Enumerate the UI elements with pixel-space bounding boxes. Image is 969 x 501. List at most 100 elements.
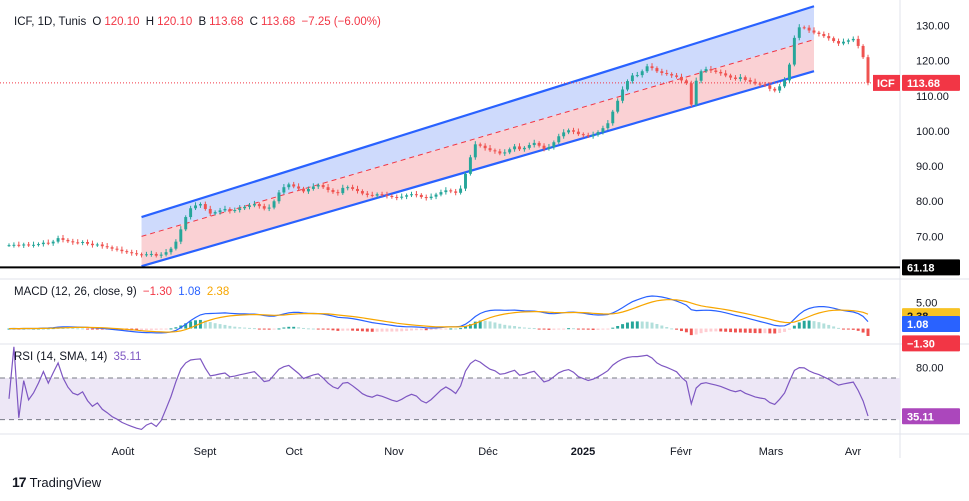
candle-body	[174, 241, 178, 249]
macd-histogram-bar	[326, 328, 330, 330]
candle-body	[719, 71, 723, 74]
macd-histogram-bar	[341, 328, 345, 331]
macd-histogram-bar	[670, 328, 674, 330]
candle-body	[380, 194, 384, 196]
macd-histogram-bar	[743, 328, 747, 333]
macd-histogram-bar	[449, 328, 453, 330]
candle-body	[449, 190, 453, 192]
macd-histogram-bar	[866, 328, 870, 336]
macd-histogram-bar	[724, 328, 728, 332]
macd-histogram-bar	[640, 321, 644, 329]
macd-histogram-bar	[753, 328, 757, 334]
macd-histogram-bar	[694, 328, 698, 335]
macd-label[interactable]: MACD (12, 26, close, 9)	[14, 286, 137, 298]
candle-body	[395, 197, 399, 199]
macd-histogram-bar	[508, 325, 512, 329]
macd-histogram-bar	[778, 328, 782, 333]
candle-body	[581, 134, 585, 136]
candle-body	[140, 254, 144, 256]
time-tick-label: Août	[112, 446, 135, 458]
candle-body	[321, 185, 325, 188]
macd-histogram-bar	[660, 325, 664, 329]
candle-body	[562, 132, 566, 137]
macd-histogram-bar	[149, 328, 153, 330]
candle-body	[410, 194, 413, 196]
macd-histogram-bar	[704, 328, 708, 333]
candle-body	[22, 244, 26, 246]
candle-body	[144, 254, 148, 256]
candle-body	[287, 184, 291, 188]
candle-body	[468, 157, 472, 174]
macd-histogram-bar	[434, 328, 438, 330]
low-label: B	[198, 16, 207, 28]
macd-histogram-bar	[645, 321, 649, 329]
macd-histogram-bar	[665, 327, 669, 329]
macd-histogram-bar	[552, 328, 556, 330]
candle-body	[218, 210, 222, 213]
candle-body	[522, 147, 526, 150]
rsi-label[interactable]: RSI (14, SMA, 14)	[14, 351, 108, 363]
candle-body	[846, 40, 850, 42]
candle-body	[223, 208, 227, 211]
time-tick-label: Mars	[759, 446, 784, 458]
macd-histogram-bar	[140, 328, 144, 331]
macd-histogram-bar	[846, 328, 850, 330]
macd-histogram-bar	[792, 325, 796, 329]
candle-body	[429, 196, 433, 199]
macd-histogram-bar	[719, 328, 723, 332]
candle-body	[252, 204, 256, 206]
macd-histogram-bar	[262, 328, 266, 330]
candle-body	[414, 194, 418, 196]
symbol-label[interactable]: ICF, 1D, Tunis	[14, 16, 87, 28]
macd-histogram-bar	[483, 320, 487, 329]
macd-histogram-bar	[439, 328, 443, 330]
candle-body	[297, 186, 301, 189]
candle-body	[743, 77, 747, 81]
support-price-badge-bg	[902, 259, 960, 276]
candle-body	[576, 131, 580, 135]
candle-body	[738, 77, 742, 79]
macd-histogram-bar	[154, 328, 158, 330]
time-tick-label: Avr	[845, 446, 862, 458]
candle-body	[360, 191, 364, 194]
candle-body	[267, 207, 271, 209]
candle-body	[851, 38, 855, 41]
candle-body	[626, 81, 629, 90]
candle-body	[837, 41, 841, 44]
candle-body	[311, 186, 315, 189]
candle-body	[665, 73, 669, 75]
macd-pane	[7, 295, 870, 336]
candle-body	[419, 194, 423, 198]
macd-histogram-bar	[675, 328, 679, 330]
candle-body	[76, 242, 80, 244]
candle-body	[670, 74, 674, 76]
price-tick-label: 100.00	[916, 126, 950, 138]
last-price-badge: 113.68	[907, 78, 940, 90]
tradingview-logo[interactable]: 17 TradingView	[12, 474, 101, 490]
candle-body	[316, 185, 320, 187]
high-label: H	[145, 16, 155, 28]
macd-histogram-bar	[680, 328, 683, 332]
macd-histogram-bar	[189, 321, 193, 329]
candle-body	[753, 81, 757, 84]
macd-histogram-bar	[454, 328, 458, 330]
close-value: 113.68	[260, 16, 296, 28]
macd-histogram-bar	[228, 325, 232, 329]
candle-body	[611, 111, 615, 124]
candle-body	[439, 192, 443, 195]
macd-histogram-bar	[184, 323, 188, 329]
candle-body	[375, 194, 379, 196]
candle-body	[488, 148, 492, 151]
macd-histogram-bar	[135, 328, 139, 331]
candle-body	[257, 204, 261, 207]
macd-value-badge: 1.08	[907, 319, 928, 331]
macd-histogram-bar	[459, 328, 463, 330]
macd-histogram-bar	[375, 328, 379, 332]
candle-body	[733, 77, 737, 79]
candle-body	[537, 142, 541, 146]
macd-histogram-bar	[356, 328, 359, 331]
candle-body	[115, 248, 119, 250]
macd-histogram-bar	[738, 328, 742, 333]
